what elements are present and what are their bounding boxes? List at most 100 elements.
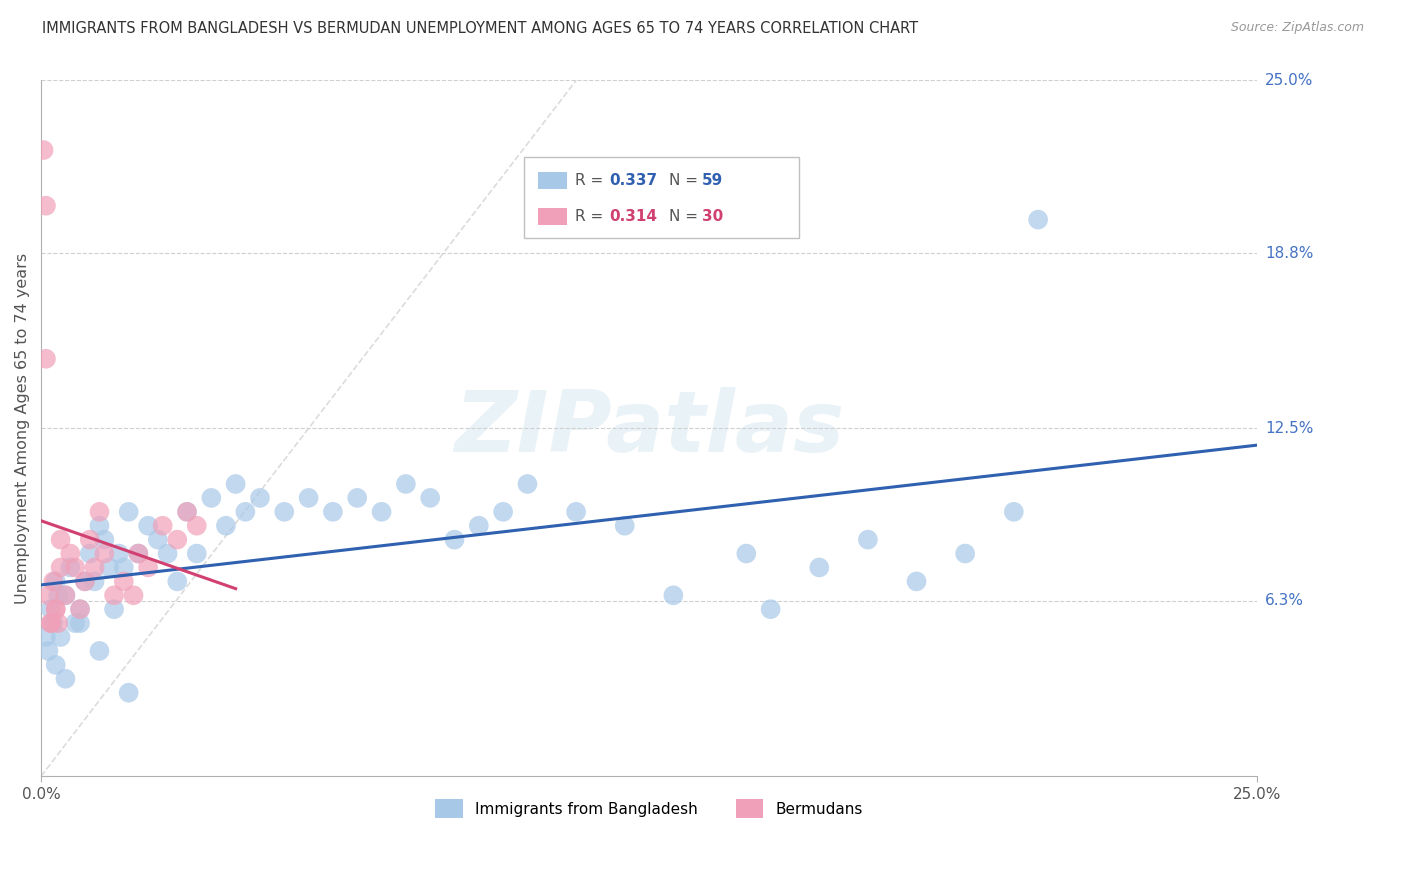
Point (516, 477, 538, 491)
Point (89, 644, 111, 658)
Point (186, 518, 208, 533)
Point (89, 505, 111, 519)
Point (37, 588, 59, 602)
Point (1002, 505, 1025, 519)
Text: N =: N = (669, 209, 703, 224)
Point (45, 602, 67, 616)
Point (122, 588, 145, 602)
Text: 18.8%: 18.8% (1265, 245, 1313, 260)
Point (55, 672, 77, 686)
Point (1026, 212, 1049, 227)
Point (93, 547, 115, 561)
Point (55, 588, 77, 602)
Point (112, 574, 135, 589)
Point (346, 491, 368, 505)
Point (215, 518, 238, 533)
Point (79, 547, 101, 561)
Point (613, 518, 636, 533)
Point (46, 588, 69, 602)
Point (273, 505, 295, 519)
Point (759, 602, 782, 616)
Point (35, 630, 58, 644)
Point (395, 477, 418, 491)
Point (83, 574, 105, 589)
Point (118, 505, 141, 519)
Point (45, 657, 67, 672)
Point (49, 630, 72, 644)
Point (46, 616, 69, 631)
Point (112, 560, 135, 574)
Text: 12.5%: 12.5% (1265, 421, 1313, 436)
Point (59, 547, 82, 561)
Point (118, 686, 141, 700)
Point (176, 505, 198, 519)
Point (235, 505, 257, 519)
Point (953, 547, 976, 561)
Point (200, 491, 222, 505)
Point (146, 533, 169, 547)
Text: 0.337: 0.337 (609, 173, 657, 188)
Point (103, 602, 125, 616)
Text: 6.3%: 6.3% (1265, 593, 1305, 608)
Point (89, 518, 111, 533)
Point (735, 547, 758, 561)
Text: Source: ZipAtlas.com: Source: ZipAtlas.com (1230, 21, 1364, 35)
Point (45, 602, 67, 616)
Point (39, 616, 62, 631)
Point (186, 547, 208, 561)
Point (166, 574, 188, 589)
Point (127, 547, 149, 561)
Text: ZIPatlas: ZIPatlas (454, 387, 844, 470)
Point (297, 491, 319, 505)
Point (69, 602, 91, 616)
Point (127, 547, 149, 561)
Point (39, 602, 62, 616)
Point (856, 533, 879, 547)
Point (45, 574, 67, 589)
Point (249, 491, 271, 505)
Point (176, 505, 198, 519)
Point (93, 533, 115, 547)
Point (49, 533, 72, 547)
Point (370, 505, 392, 519)
Point (37, 644, 59, 658)
Point (55, 588, 77, 602)
Point (42, 616, 65, 631)
Point (69, 616, 91, 631)
Point (83, 560, 105, 574)
Point (905, 574, 928, 589)
Point (49, 560, 72, 574)
Point (59, 560, 82, 574)
Point (39, 616, 62, 631)
Point (468, 518, 491, 533)
Text: 30: 30 (702, 209, 723, 224)
Point (103, 588, 125, 602)
Point (808, 560, 831, 574)
Point (152, 518, 174, 533)
Text: N =: N = (669, 173, 703, 188)
Point (156, 547, 179, 561)
Point (443, 533, 465, 547)
Point (419, 491, 441, 505)
Point (492, 505, 515, 519)
Point (63, 616, 86, 631)
Point (225, 477, 247, 491)
Legend: Immigrants from Bangladesh, Bermudans: Immigrants from Bangladesh, Bermudans (429, 793, 869, 824)
Text: R =: R = (575, 209, 609, 224)
Point (73, 574, 96, 589)
Y-axis label: Unemployment Among Ages 65 to 74 years: Unemployment Among Ages 65 to 74 years (15, 252, 30, 604)
Text: IMMIGRANTS FROM BANGLADESH VS BERMUDAN UNEMPLOYMENT AMONG AGES 65 TO 74 YEARS CO: IMMIGRANTS FROM BANGLADESH VS BERMUDAN U… (42, 21, 918, 37)
Text: R =: R = (575, 173, 609, 188)
Point (63, 560, 86, 574)
Point (166, 533, 188, 547)
Point (136, 518, 159, 533)
Point (35, 351, 58, 366)
Point (322, 505, 344, 519)
Text: 0.314: 0.314 (609, 209, 657, 224)
Point (565, 505, 588, 519)
Text: 59: 59 (702, 173, 723, 188)
Point (79, 533, 101, 547)
Text: 25.0%: 25.0% (1265, 73, 1313, 88)
Point (35, 199, 58, 213)
Point (98, 560, 121, 574)
